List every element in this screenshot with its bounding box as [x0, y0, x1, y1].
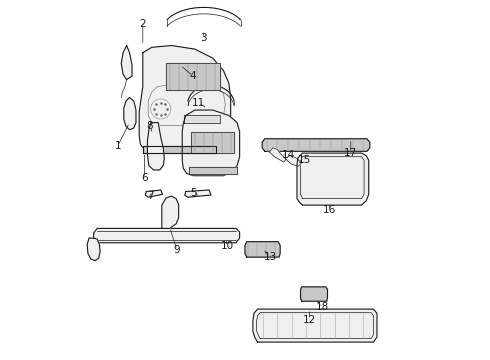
Text: 6: 6 — [141, 173, 148, 183]
Polygon shape — [285, 156, 302, 166]
Polygon shape — [191, 132, 234, 153]
Polygon shape — [245, 242, 280, 257]
Text: 16: 16 — [322, 206, 336, 216]
Text: 5: 5 — [190, 188, 196, 198]
Polygon shape — [94, 228, 240, 243]
Polygon shape — [270, 148, 286, 162]
Polygon shape — [300, 287, 327, 301]
Polygon shape — [162, 196, 179, 228]
Polygon shape — [87, 238, 100, 261]
Polygon shape — [147, 123, 164, 170]
Text: 11: 11 — [192, 98, 205, 108]
Text: 17: 17 — [344, 148, 357, 158]
Polygon shape — [143, 146, 216, 153]
Text: 1: 1 — [114, 141, 121, 151]
Polygon shape — [182, 110, 240, 176]
Text: 12: 12 — [303, 315, 316, 325]
Text: 14: 14 — [281, 150, 294, 160]
Polygon shape — [124, 98, 136, 130]
Text: 4: 4 — [190, 71, 196, 81]
Text: 10: 10 — [220, 241, 234, 251]
Text: 15: 15 — [297, 155, 311, 165]
Text: 8: 8 — [147, 121, 153, 131]
Polygon shape — [122, 45, 132, 80]
Text: 3: 3 — [200, 33, 207, 43]
Text: 7: 7 — [147, 191, 153, 201]
Text: 18: 18 — [316, 302, 329, 312]
Text: 2: 2 — [140, 19, 146, 29]
Text: 13: 13 — [264, 252, 277, 262]
Polygon shape — [139, 45, 231, 151]
Polygon shape — [190, 167, 237, 174]
Polygon shape — [297, 153, 368, 205]
Polygon shape — [166, 63, 220, 90]
Polygon shape — [146, 190, 163, 197]
Polygon shape — [184, 116, 220, 123]
Text: 9: 9 — [173, 245, 180, 255]
Polygon shape — [262, 139, 370, 151]
Polygon shape — [253, 309, 377, 342]
Polygon shape — [185, 190, 211, 197]
